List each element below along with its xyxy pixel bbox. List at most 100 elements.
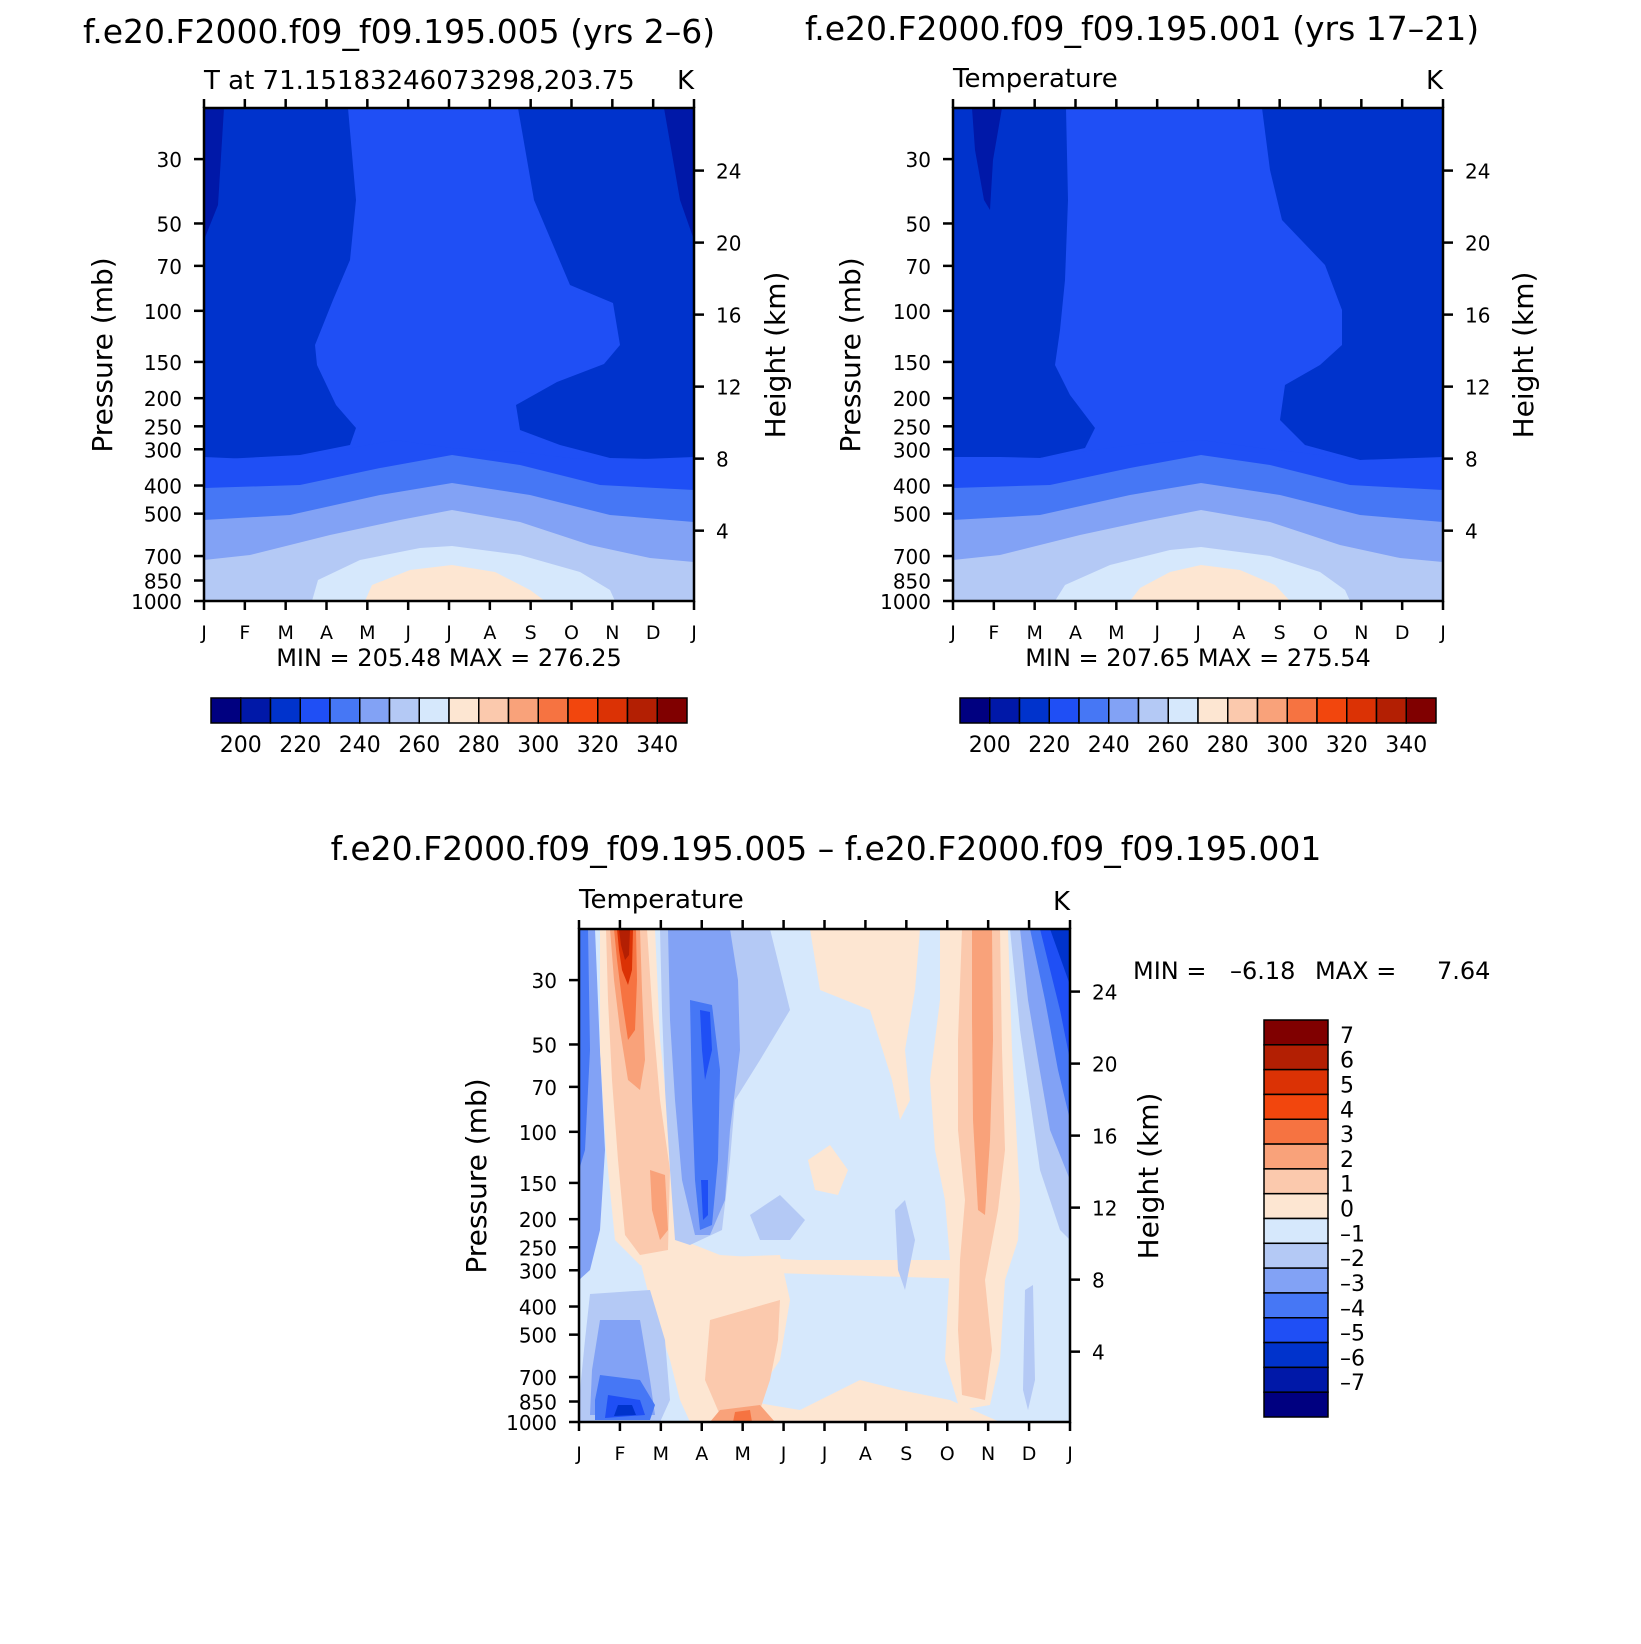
colorbar-swatch: [1263, 1168, 1329, 1195]
y-tick-right-label: 8: [716, 448, 729, 472]
panel-2: f.e20.F2000.f09_f09.195.001 (yrs 17–21) …: [805, 9, 1540, 758]
colorbar-label: 1: [1340, 1173, 1354, 1198]
colorbar-swatch: [1263, 1341, 1329, 1369]
panel-1-colorbar: 200 220 240 260 280 300 320 340: [210, 697, 688, 758]
x-tick-label: J: [690, 622, 697, 644]
y-tick-right-label: 16: [1092, 1125, 1117, 1149]
y-tick-label: 300: [519, 1259, 557, 1283]
panel-1-ylabel: Pressure (mb): [86, 257, 119, 452]
colorbar-swatch: [1263, 1192, 1329, 1220]
panel-1-band-warm: [365, 565, 545, 601]
x-tick-label: M: [277, 622, 293, 644]
colorbar-label: 240: [339, 733, 381, 758]
y-tick-label: 200: [144, 387, 182, 411]
x-tick-label: M: [734, 1443, 750, 1465]
colorbar-swatch: [240, 697, 272, 724]
colorbar-swatch: [1263, 1391, 1329, 1418]
colorbar-swatch: [1263, 1317, 1329, 1344]
x-tick-label: M: [1026, 622, 1042, 644]
panel-3-stats-prefix: MIN =: [1133, 957, 1206, 985]
panel-2-ylabel: Pressure (mb): [834, 257, 867, 452]
colorbar-label: 260: [398, 733, 440, 758]
colorbar-swatch: [537, 697, 569, 724]
x-tick-label: A: [320, 622, 333, 644]
y-tick-label: 700: [893, 545, 931, 569]
panel-3-stats-max: 7.64: [1437, 957, 1490, 985]
panel-1-title: f.e20.F2000.f09_f09.195.005 (yrs 2–6): [83, 12, 715, 51]
colorbar-label: 320: [577, 733, 619, 758]
colorbar-label: 340: [636, 733, 678, 758]
x-tick-label: F: [614, 1443, 625, 1465]
colorbar-swatch: [210, 697, 242, 724]
panel-3-ylabel-right: Height (km): [1132, 1093, 1165, 1260]
colorbar-swatch: [1263, 1242, 1329, 1269]
y-tick-right-label: 16: [716, 304, 741, 328]
y-tick-label: 200: [893, 387, 931, 411]
y-tick-label: 100: [519, 1121, 557, 1145]
colorbar-swatch: [1263, 1292, 1329, 1319]
colorbar-label: 220: [1028, 733, 1070, 758]
y-tick-label: 50: [532, 1033, 557, 1057]
y-tick-label: 150: [893, 351, 931, 375]
colorbar-swatch: [329, 697, 361, 724]
colorbar-swatch: [1263, 1267, 1329, 1294]
colorbar-swatch: [1078, 697, 1110, 724]
colorbar-label: –5: [1340, 1322, 1365, 1347]
y-tick-label: 1000: [506, 1411, 557, 1435]
colorbar-label: 220: [279, 733, 321, 758]
y-tick-label: 70: [157, 255, 182, 279]
colorbar-swatch: [1263, 1093, 1329, 1120]
panel-3-band-spring-pos-4: [733, 1410, 752, 1422]
y-tick-right-label: 12: [716, 376, 741, 400]
y-tick-label: 300: [893, 438, 931, 462]
colorbar-label: 6: [1340, 1049, 1354, 1074]
x-tick-label: O: [1313, 622, 1328, 644]
x-tick-label: J: [1153, 622, 1160, 644]
y-tick-right-label: 24: [1092, 981, 1117, 1005]
x-tick-label: J: [821, 1443, 828, 1465]
panel-3-field: [579, 929, 1070, 1422]
colorbar-swatch: [299, 697, 331, 724]
y-tick-label: 400: [893, 475, 931, 499]
x-tick-label: D: [646, 622, 661, 644]
colorbar-swatch: [1263, 1068, 1329, 1096]
y-tick-label: 30: [532, 969, 557, 993]
colorbar-label: 300: [517, 733, 559, 758]
panel-1-left-label: T at 71.15183246073298,203.75: [203, 66, 635, 96]
colorbar-swatch: [1263, 1019, 1329, 1046]
y-tick-label: 500: [519, 1324, 557, 1348]
panel-3-band-summer-pos: [810, 929, 920, 1120]
colorbar-label: –7: [1340, 1371, 1365, 1396]
x-tick-label: M: [653, 1443, 669, 1465]
panel-3-band-neg-blob: [750, 1195, 805, 1240]
panel-2-ylabel-right: Height (km): [1507, 272, 1540, 439]
colorbar-swatch: [1263, 1118, 1329, 1145]
panel-2-stats: MIN = 207.65 MAX = 275.54: [1025, 644, 1371, 672]
panel-2-field: [953, 108, 1443, 601]
colorbar-swatch: [1048, 697, 1080, 724]
colorbar-label: –2: [1340, 1247, 1365, 1272]
x-tick-label: O: [564, 622, 579, 644]
y-tick-label: 250: [144, 415, 182, 439]
colorbar-swatch: [1108, 697, 1140, 724]
panel-3-stats-min: –6.18: [1230, 957, 1295, 985]
y-tick-right-label: 12: [1092, 1197, 1117, 1221]
y-tick-right-label: 20: [1092, 1053, 1117, 1077]
colorbar-swatch: [478, 697, 510, 724]
panel-2-colorbar: 200 220 240 260 280 300 320 340: [959, 697, 1437, 758]
panel-3-band-autumn-pos-3: [972, 929, 993, 1215]
panel-3-title: f.e20.F2000.f09_f09.195.005 – f.e20.F200…: [331, 829, 1322, 868]
x-tick-label: J: [949, 622, 956, 644]
y-tick-label: 500: [893, 503, 931, 527]
colorbar-label: 0: [1340, 1198, 1354, 1223]
panel-1-field: [204, 108, 694, 601]
x-tick-label: S: [1274, 622, 1286, 644]
colorbar-swatch: [448, 697, 480, 724]
y-tick-label: 50: [906, 212, 931, 236]
colorbar-swatch: [1167, 697, 1199, 724]
y-tick-label: 150: [519, 1172, 557, 1196]
colorbar-swatch: [1263, 1366, 1329, 1393]
colorbar-swatch: [656, 697, 688, 724]
